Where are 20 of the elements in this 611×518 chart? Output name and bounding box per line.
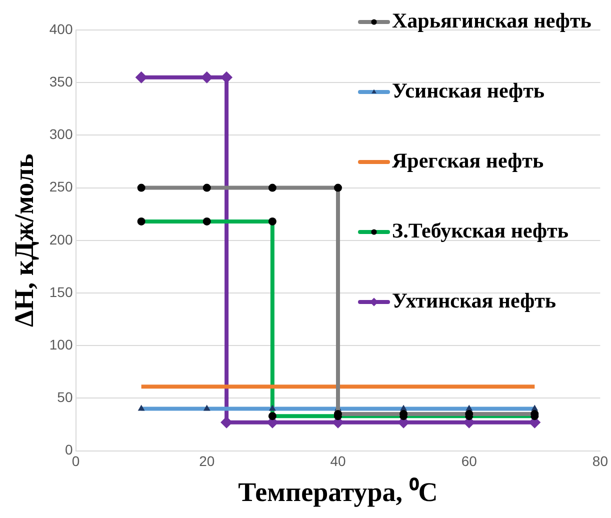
y-tick-label: 250 [49,178,73,195]
y-tick-label: 350 [49,73,73,90]
x-tick-label: 40 [330,453,346,470]
y-tick-label: 0 [64,442,73,458]
y-tick-label: 200 [49,231,73,248]
y-tick-label: 50 [57,389,73,406]
x-axis-title: Температура, ⁰C [238,476,438,507]
legend-label: Усинская нефть [392,78,545,102]
y-tick-label: 300 [49,126,73,142]
x-tick-label: 60 [461,453,478,470]
legend-label: Ухтинская нефть [392,288,556,312]
x-tick-label: 80 [592,453,608,470]
y-tick-label: 150 [49,284,73,300]
legend-label: Ярегская нефть [392,148,544,172]
y-tick-label: 400 [49,20,73,37]
legend-label: З.Тебукская нефть [392,218,568,242]
y-tick-label: 100 [49,336,73,352]
y-axis-title: ΔH, кДж/моль [9,154,40,328]
legend-label: Харьягинская нефть [392,8,592,32]
x-tick-label: 20 [199,453,215,470]
